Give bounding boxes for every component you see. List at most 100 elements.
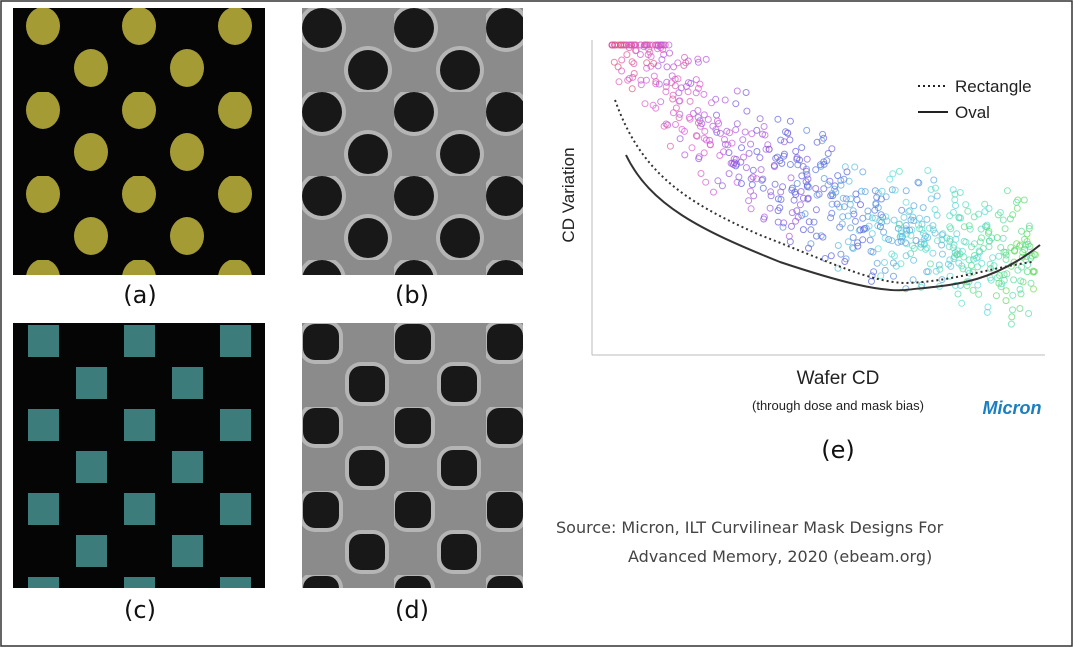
scatter-dot	[857, 187, 865, 195]
scatter-dot	[981, 223, 989, 230]
scatter-dot	[655, 80, 663, 88]
scatter-dot	[786, 117, 794, 125]
scatter-dot	[796, 156, 804, 164]
scatter-dot	[820, 185, 828, 193]
scatter-dot	[803, 171, 811, 179]
scatter-dot	[646, 48, 654, 56]
scatter-dot	[915, 221, 922, 229]
scatter-dot	[658, 56, 666, 64]
legend-label: Rectangle	[955, 77, 1032, 96]
scatter-dot	[828, 209, 836, 217]
scatter-dot	[608, 41, 616, 49]
scatter-dot	[1018, 227, 1025, 235]
scatter-dot	[716, 129, 724, 137]
scatter-dot	[675, 89, 683, 97]
scatter-dot	[813, 232, 820, 240]
scatter-dot	[849, 207, 857, 215]
scatter-dot	[944, 260, 952, 268]
scatter-dot	[813, 191, 821, 199]
scatter-dot	[969, 286, 977, 294]
scatter-dot	[996, 209, 1004, 216]
scatter-dot	[889, 170, 897, 178]
scatter-dot	[748, 181, 756, 189]
scatter-dot	[867, 247, 875, 255]
scatter-dot	[957, 214, 965, 222]
scatter-dot	[945, 243, 953, 251]
scatter-dot	[910, 217, 918, 225]
scatter-dot	[747, 205, 755, 213]
scatter-dot	[939, 230, 947, 238]
scatter-dot	[773, 153, 781, 161]
scatter-dot	[853, 196, 861, 204]
scatter-dot	[922, 245, 930, 253]
scatter-dot	[841, 163, 849, 171]
scatter-dot	[949, 244, 957, 252]
scatter-dot	[889, 259, 897, 267]
scatter-dot	[819, 233, 827, 241]
scatter-dot	[849, 234, 857, 241]
scatter-dot	[938, 231, 946, 239]
scatter-dot	[870, 268, 878, 276]
scatter-dot	[854, 239, 861, 247]
scatter-dot	[666, 49, 674, 57]
scatter-dot	[895, 167, 903, 175]
scatter-dot	[689, 110, 697, 117]
scatter-dot	[871, 187, 879, 195]
scatter-dot	[671, 75, 679, 83]
scatter-dot	[851, 163, 859, 171]
scatter-dot	[841, 258, 849, 265]
scatter-dot	[652, 80, 660, 88]
scatter-dot	[777, 196, 785, 203]
scatter-dot	[888, 237, 896, 245]
scatter-dot	[881, 234, 889, 242]
scatter-dot	[688, 144, 696, 152]
scatter-dot	[931, 206, 939, 213]
scatter-dot	[971, 252, 978, 259]
scatter-dot	[649, 101, 657, 109]
scatter-dot	[611, 41, 619, 49]
scatter-dot	[910, 256, 918, 264]
scatter-dot	[636, 41, 644, 49]
scatter-dot	[820, 158, 828, 166]
scatter-dot	[873, 259, 881, 267]
scatter-dot	[999, 234, 1007, 242]
scatter-dot	[924, 234, 932, 241]
scatter-dot	[710, 188, 717, 196]
scatter-dot	[712, 95, 720, 103]
scatter-dot	[1016, 285, 1024, 293]
scatter-dot	[716, 152, 724, 159]
scatter-dot	[992, 292, 1000, 300]
scatter-dot	[696, 80, 704, 88]
scatter-dot	[864, 213, 872, 220]
scatter-dot	[834, 264, 842, 272]
scatter-dot	[903, 226, 911, 234]
scatter-dot	[981, 200, 989, 208]
scatter-dot	[745, 197, 753, 205]
scatter-dot	[970, 213, 978, 221]
scatter-dot	[662, 83, 670, 91]
scatter-dot	[932, 267, 940, 275]
scatter-dot	[793, 207, 801, 215]
scatter-dot	[929, 226, 937, 234]
scatter-dot	[641, 100, 649, 108]
scatter-dot	[902, 187, 910, 195]
scatter-dot	[759, 184, 767, 192]
scatter-dot	[998, 280, 1006, 288]
scatter-dot	[832, 188, 840, 196]
scatter-dot	[790, 196, 798, 204]
scatter-dot	[987, 276, 995, 284]
scatter-dot	[720, 148, 727, 156]
scatter-dot	[883, 217, 891, 225]
scatter-dot	[915, 179, 923, 187]
scatter-dot	[798, 211, 806, 219]
scatter-dot	[874, 222, 882, 230]
scatter-dot	[780, 138, 788, 146]
scatter-dot	[947, 225, 955, 233]
scatter-dot	[793, 180, 801, 187]
scatter-dot	[1019, 249, 1027, 256]
scatter-dot	[692, 132, 700, 140]
scatter-dot	[933, 211, 941, 219]
scatter-dot	[946, 272, 954, 280]
scatter-dot	[747, 187, 754, 195]
scatter-dot	[898, 206, 906, 214]
